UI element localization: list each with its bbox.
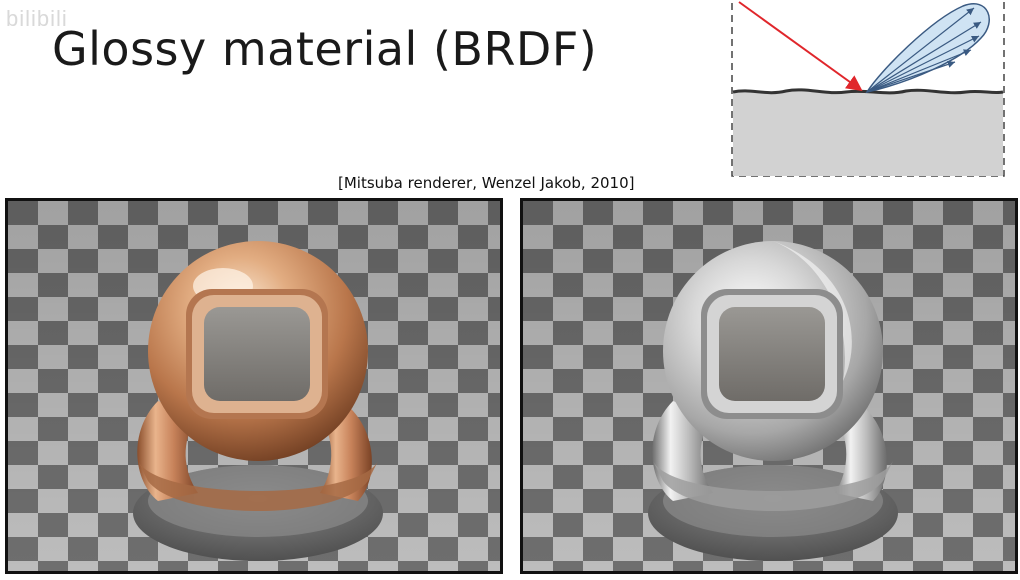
base-rim <box>138 461 378 511</box>
render-copper <box>5 198 503 574</box>
lobe-arrow <box>866 49 972 93</box>
watermark-logo: bilibili <box>6 6 68 31</box>
lobe-arrow <box>866 21 982 93</box>
lobe-arrow <box>866 7 975 93</box>
incident-ray <box>738 1 863 92</box>
slide-title: Glossy material (BRDF) <box>52 22 598 76</box>
diagram-frame <box>731 0 1005 177</box>
citation: [Mitsuba renderer, Wenzel Jakob, 2010] <box>338 174 635 192</box>
brdf-diagram <box>731 0 1007 178</box>
render-silver <box>520 198 1018 574</box>
lobe-arrow <box>866 35 980 93</box>
inner-cavity <box>719 307 825 401</box>
glossy-lobe <box>865 3 990 94</box>
surface-block <box>733 89 1003 176</box>
base-rim <box>653 461 893 511</box>
inner-cavity <box>204 307 310 401</box>
surface-line <box>732 88 1004 95</box>
lobe-arrow <box>866 60 956 93</box>
